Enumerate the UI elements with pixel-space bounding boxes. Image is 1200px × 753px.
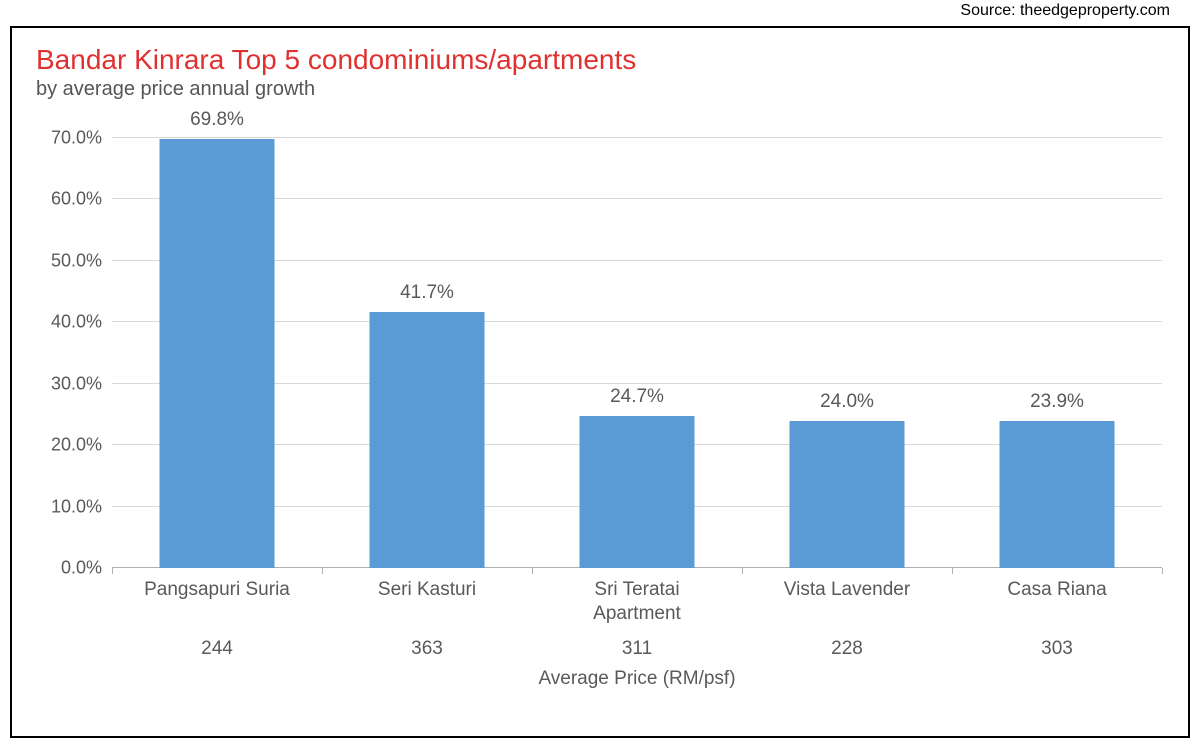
bar: 23.9% — [1000, 421, 1115, 568]
chart-frame: Bandar Kinrara Top 5 condominiums/apartm… — [10, 26, 1190, 738]
bar-group: 24.0%Vista Lavender — [742, 138, 952, 568]
x-tick — [952, 568, 953, 574]
bar: 24.0% — [790, 421, 905, 568]
bar-value-label: 23.9% — [1030, 391, 1084, 413]
category-label: Seri Kasturi — [322, 578, 532, 602]
secondary-value: 303 — [952, 638, 1162, 660]
y-tick-label: 40.0% — [51, 312, 102, 333]
bar-value-label: 24.0% — [820, 391, 874, 413]
secondary-value: 228 — [742, 638, 952, 660]
bar-group: 41.7%Seri Kasturi — [322, 138, 532, 568]
category-label: Casa Riana — [952, 578, 1162, 602]
bar-value-label: 69.8% — [190, 109, 244, 131]
x-tick — [742, 568, 743, 574]
y-tick-label: 0.0% — [61, 558, 102, 579]
y-tick-label: 20.0% — [51, 435, 102, 456]
secondary-axis-label: Average Price (RM/psf) — [112, 668, 1162, 690]
x-tick — [112, 568, 113, 574]
secondary-value: 311 — [532, 638, 742, 660]
category-label: Sri TerataiApartment — [532, 578, 742, 626]
source-attribution: Source: theedgeproperty.com — [960, 2, 1170, 20]
plot-area: 0.0%10.0%20.0%30.0%40.0%50.0%60.0%70.0%6… — [112, 138, 1162, 568]
x-tick — [532, 568, 533, 574]
y-tick-label: 30.0% — [51, 373, 102, 394]
x-tick — [322, 568, 323, 574]
x-tick — [1162, 568, 1163, 574]
chart-subtitle: by average price annual growth — [36, 78, 315, 101]
bar-value-label: 41.7% — [400, 282, 454, 304]
secondary-value: 363 — [322, 638, 532, 660]
y-tick-label: 50.0% — [51, 250, 102, 271]
chart-title: Bandar Kinrara Top 5 condominiums/apartm… — [36, 44, 636, 76]
bar: 69.8% — [160, 139, 275, 568]
bar-group: 69.8%Pangsapuri Suria — [112, 138, 322, 568]
bar-value-label: 24.7% — [610, 386, 664, 408]
bar: 24.7% — [580, 416, 695, 568]
y-tick-label: 60.0% — [51, 189, 102, 210]
secondary-value-row: 244363311228303 — [112, 638, 1162, 668]
bar-group: 23.9%Casa Riana — [952, 138, 1162, 568]
category-label: Vista Lavender — [742, 578, 952, 602]
y-tick-label: 70.0% — [51, 128, 102, 149]
bar-group: 24.7%Sri TerataiApartment — [532, 138, 742, 568]
bar: 41.7% — [370, 312, 485, 568]
secondary-value: 244 — [112, 638, 322, 660]
category-label: Pangsapuri Suria — [112, 578, 322, 602]
y-tick-label: 10.0% — [51, 496, 102, 517]
